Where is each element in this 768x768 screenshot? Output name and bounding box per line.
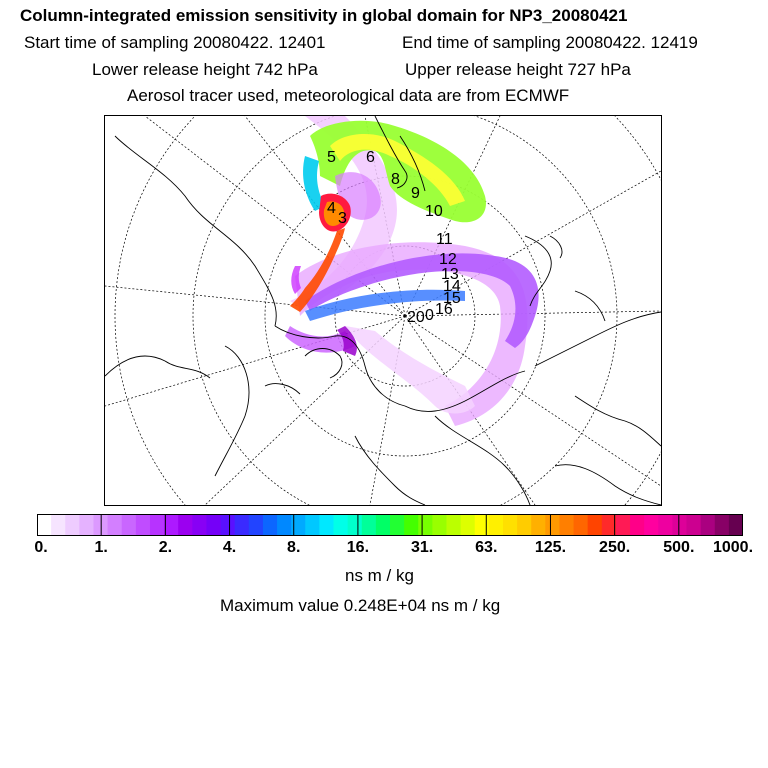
colorbar-cell <box>149 514 165 536</box>
trajectory-label: 12 <box>439 251 457 268</box>
colorbar-cell <box>164 514 179 536</box>
colorbar-cell <box>460 514 476 536</box>
colorbar-cell <box>432 514 447 536</box>
colorbar-cell <box>728 514 743 536</box>
colorbar-tick-label: 0. <box>34 539 48 556</box>
colorbar-tick-label: 250. <box>599 539 631 556</box>
colorbar-cell <box>277 514 292 536</box>
colorbar-cell <box>206 514 222 536</box>
colorbar-cell <box>545 514 560 536</box>
trajectory-label: 6 <box>366 149 375 166</box>
colorbar-cell <box>375 514 391 536</box>
colorbar-cell <box>248 514 264 536</box>
colorbar-tick-label: 8. <box>287 539 301 556</box>
colorbar-tick-label: 125. <box>534 539 567 556</box>
colorbar-cell <box>672 514 688 536</box>
sensitivity-plume <box>285 116 539 426</box>
colorbar-cell <box>79 514 94 536</box>
trajectory-label: 14 <box>443 278 461 295</box>
colorbar-cell <box>234 514 250 536</box>
trajectory-label: 4 <box>327 200 336 217</box>
coastlines <box>105 116 661 505</box>
colorbar-cell <box>587 514 603 536</box>
colorbar-tick-label: 2. <box>158 539 173 556</box>
colorbar-tick-label: 31. <box>410 539 434 556</box>
colorbar-cell <box>361 514 377 536</box>
colorbar-cell <box>37 514 52 536</box>
colorbar-tick-label: 1. <box>94 539 108 556</box>
trajectory-label: 15 <box>443 290 461 307</box>
colorbar <box>37 514 743 536</box>
colorbar-tick-label: 500. <box>663 539 695 556</box>
colorbar-cell <box>658 514 673 536</box>
figure-title: Column-integrated emission sensitivity i… <box>20 6 628 25</box>
emission-sensitivity-map: 5 6 4 3 8 9 10 11 12 13 14 15 16 20 0 <box>104 115 662 506</box>
colorbar-cell <box>531 514 546 536</box>
trajectory-label: 8 <box>391 171 400 188</box>
upper-release-height-label: Upper release height 727 hPa <box>405 60 631 79</box>
colorbar-cell <box>474 514 490 536</box>
colorbar-cell <box>390 514 405 536</box>
lower-release-height-label: Lower release height 742 hPa <box>92 60 318 79</box>
end-time-label: End time of sampling 20080422. 12419 <box>402 33 698 52</box>
colorbar-cell <box>488 514 504 536</box>
colorbar-cell <box>333 514 349 536</box>
trajectory-label: 3 <box>338 210 347 227</box>
colorbar-tick-label: 63. <box>475 539 498 556</box>
colorbar-cell <box>404 514 419 536</box>
colorbar-cell <box>51 514 66 536</box>
colorbar-frame <box>37 514 743 536</box>
colorbar-cell <box>220 514 236 536</box>
colorbar-cell <box>630 514 645 536</box>
colorbar-tick-label: 1000. <box>712 539 754 556</box>
trajectory-labels: 5 6 4 3 8 9 10 11 12 13 14 15 16 20 0 <box>327 149 461 326</box>
trajectory-label: 5 <box>327 149 336 166</box>
colorbar-cell <box>573 514 589 536</box>
colorbar-cell <box>644 514 659 536</box>
colorbar-cell <box>107 514 123 536</box>
tracer-info-label: Aerosol tracer used, meteorological data… <box>127 86 570 105</box>
trajectory-label: 13 <box>441 266 459 283</box>
start-time-label: Start time of sampling 20080422. 12401 <box>24 33 326 52</box>
colorbar-cell <box>192 514 207 536</box>
trajectory-label: 0 <box>425 307 434 324</box>
colorbar-cell <box>686 514 702 536</box>
colorbar-cell <box>446 514 462 536</box>
colorbar-cell <box>601 514 617 536</box>
trajectory-label: 16 <box>435 301 453 318</box>
trajectory-label: 11 <box>436 231 453 248</box>
colorbar-tick-label: 16. <box>346 539 370 556</box>
colorbar-cell <box>135 514 151 536</box>
colorbar-cell <box>615 514 631 536</box>
colorbar-cell <box>262 514 278 536</box>
colorbar-cell <box>700 514 716 536</box>
colorbar-cell <box>559 514 575 536</box>
map-canvas: 5 6 4 3 8 9 10 11 12 13 14 15 16 20 0 <box>105 116 661 505</box>
colorbar-cell <box>65 514 80 536</box>
colorbar-cell <box>319 514 335 536</box>
colorbar-cell <box>502 514 518 536</box>
colorbar-cell <box>517 514 532 536</box>
colorbar-cell <box>714 514 730 536</box>
colorbar-unit-label: ns m / kg <box>345 566 414 585</box>
colorbar-cell <box>178 514 193 536</box>
colorbar-cell <box>418 514 433 536</box>
colorbar-tick-label: 4. <box>222 539 237 556</box>
colorbar-cell <box>347 514 363 536</box>
trajectory-label: 10 <box>425 203 443 220</box>
maximum-value-label: Maximum value 0.248E+04 ns m / kg <box>220 596 501 615</box>
colorbar-cell <box>305 514 320 536</box>
trajectory-label: 20 <box>407 309 425 326</box>
colorbar-cell <box>291 514 306 536</box>
colorbar-cell <box>121 514 137 536</box>
trajectory-label: 9 <box>411 185 420 202</box>
